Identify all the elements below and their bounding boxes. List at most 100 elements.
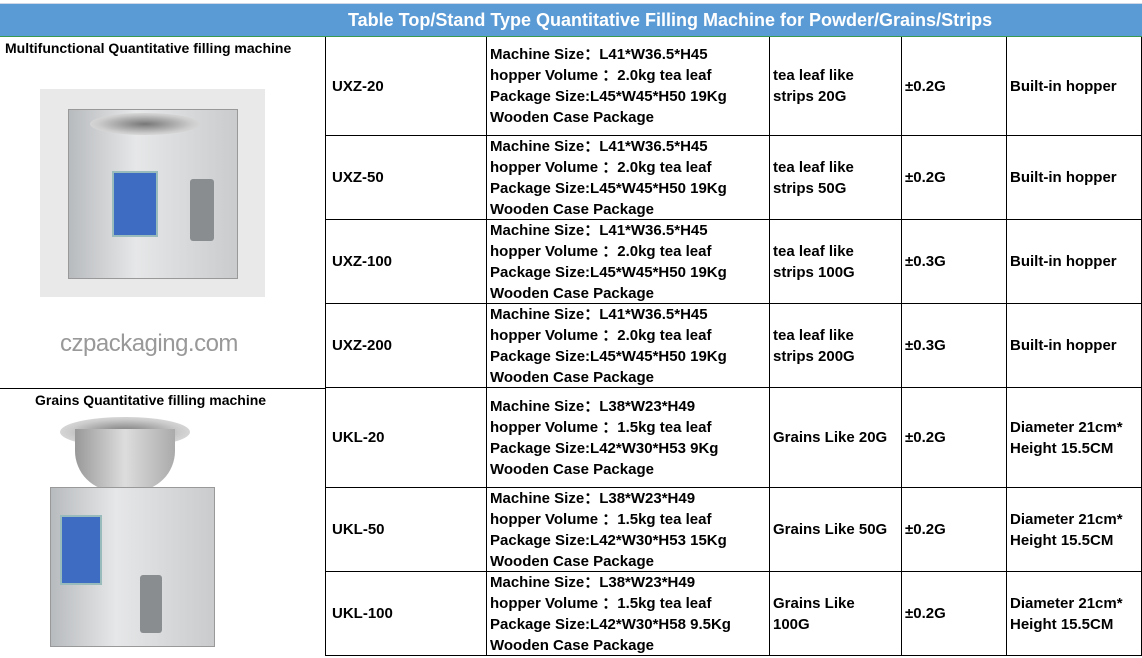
spec-line: hopper Volume ：2.0kg tea leaf: [490, 158, 712, 176]
spec-line: Machine Size：L41*W36.5*H45: [490, 46, 708, 63]
range-cell: tea leaf like strips 50G: [770, 136, 902, 220]
spec-cell: Machine Size：L38*W23*H49 hopper Volume ：1…: [487, 488, 770, 572]
spec-line: Package Size:L45*W45*H50 19Kg: [490, 347, 727, 365]
hopper-cell: Built-in hopper: [1007, 136, 1142, 220]
hopper-line: Diameter 21cm*: [1010, 418, 1123, 436]
spec-line: Machine Size：L38*W23*H49: [490, 489, 696, 507]
spec-cell: Machine Size：L41*W36.5*H45 hopper Volume …: [487, 220, 770, 304]
hopper-cell: Built-in hopper: [1007, 220, 1142, 304]
hopper-cell: Diameter 21cm* Height 15.5CM: [1007, 572, 1142, 656]
spec-line: hopper Volume ：2.0kg tea leaf: [490, 326, 712, 344]
spec-line: Package Size:L42*W30*H58 9.5Kg: [490, 615, 731, 633]
range-line: Grains Like 20G: [773, 429, 888, 446]
range-line: tea leaf like: [773, 158, 854, 176]
model-cell: UXZ-100: [325, 220, 487, 304]
accuracy-cell: ±0.2G: [902, 572, 1007, 656]
spec-line: hopper Volume ：1.5kg tea leaf: [490, 594, 712, 612]
model-text: UXZ-20: [332, 77, 384, 95]
hopper-line: Diameter 21cm*: [1010, 510, 1123, 528]
spec-cell: Machine Size：L38*W23*H49 hopper Volume ：1…: [487, 388, 770, 488]
hopper-line: Height 15.5CM: [1010, 615, 1114, 633]
spec-line: Wooden Case Package: [490, 636, 654, 654]
range-cell: tea leaf like strips 200G: [770, 304, 902, 388]
model-text: UXZ-50: [332, 169, 384, 186]
hopper-line: Height 15.5CM: [1010, 439, 1114, 457]
model-cell: UXZ-200: [325, 304, 487, 388]
model-text: UXZ-100: [332, 253, 393, 270]
spec-line: Package Size:L42*W30*H53 9Kg: [490, 439, 719, 457]
grains-machine-image: [40, 415, 220, 651]
spec-line: hopper Volume ：1.5kg tea leaf: [490, 510, 712, 528]
accuracy-cell: ±0.3G: [902, 220, 1007, 304]
range-line: tea leaf like: [773, 67, 854, 84]
model-cell: UXZ-20: [325, 37, 487, 136]
accuracy-text: ±0.3G: [905, 253, 946, 270]
spec-line: hopper Volume ：2.0kg tea leaf: [490, 67, 712, 84]
group-divider: [0, 388, 325, 389]
range-line: Grains Like: [773, 594, 855, 612]
model-cell: UKL-50: [325, 488, 487, 572]
accuracy-cell: ±0.2G: [902, 388, 1007, 488]
spec-line: Wooden Case Package: [490, 109, 654, 126]
hopper-line: Built-in hopper: [1010, 253, 1117, 270]
spec-line: Package Size:L42*W30*H53 15Kg: [490, 531, 727, 549]
range-line: tea leaf like: [773, 242, 854, 260]
model-text: UKL-20: [332, 429, 385, 446]
spec-line: Machine Size：L41*W36.5*H45: [490, 221, 708, 239]
model-cell: UXZ-50: [325, 136, 487, 220]
group-label: Grains Quantitative filling machine: [35, 392, 267, 408]
range-line: strips 100G: [773, 263, 855, 281]
spec-line: Wooden Case Package: [490, 200, 654, 218]
accuracy-cell: ±0.2G: [902, 136, 1007, 220]
table-title-row: Table Top/Stand Type Quantitative Fillin…: [0, 4, 1142, 37]
spec-line: Package Size:L45*W45*H50 19Kg: [490, 179, 727, 197]
accuracy-text: ±0.2G: [905, 77, 946, 95]
spec-line: Package Size:L45*W45*H50 19Kg: [490, 263, 727, 281]
spec-line: Package Size:L45*W45*H50 19Kg: [490, 88, 727, 105]
range-cell: Grains Like 50G: [770, 488, 902, 572]
accuracy-text: ±0.2G: [905, 521, 946, 538]
hopper-line: Diameter 21cm*: [1010, 594, 1123, 612]
model-text: UKL-100: [332, 605, 393, 622]
hopper-line: Built-in hopper: [1010, 77, 1117, 95]
range-line: strips 200G: [773, 347, 855, 365]
hopper-cell: Diameter 21cm* Height 15.5CM: [1007, 388, 1142, 488]
range-line: strips 20G: [773, 88, 847, 105]
range-cell: tea leaf like strips 20G: [770, 37, 902, 136]
hopper-cell: Built-in hopper: [1007, 304, 1142, 388]
accuracy-cell: ±0.2G: [902, 488, 1007, 572]
accuracy-cell: ±0.3G: [902, 304, 1007, 388]
group-label: Multifunctional Quantitative filling mac…: [5, 40, 292, 56]
spec-line: Wooden Case Package: [490, 460, 654, 478]
model-text: UKL-50: [332, 521, 385, 538]
spec-cell: Machine Size：L41*W36.5*H45 hopper Volume …: [487, 37, 770, 136]
hopper-line: Built-in hopper: [1010, 169, 1117, 186]
range-cell: tea leaf like strips 100G: [770, 220, 902, 304]
range-line: tea leaf like: [773, 326, 854, 344]
spec-line: Wooden Case Package: [490, 284, 654, 302]
spec-line: Machine Size：L38*W23*H49: [490, 397, 696, 415]
watermark: czpackaging.com: [60, 330, 238, 357]
range-cell: Grains Like 100G: [770, 572, 902, 656]
model-cell: UKL-100: [325, 572, 487, 656]
spec-line: Machine Size：L41*W36.5*H45: [490, 305, 708, 323]
spec-cell: Machine Size：L41*W36.5*H45 hopper Volume …: [487, 304, 770, 388]
spec-cell: Machine Size：L41*W36.5*H45 hopper Volume …: [487, 136, 770, 220]
accuracy-text: ±0.3G: [905, 337, 946, 354]
hopper-cell: Built-in hopper: [1007, 37, 1142, 136]
accuracy-text: ±0.2G: [905, 169, 946, 186]
table-title: Table Top/Stand Type Quantitative Fillin…: [348, 10, 993, 30]
multifunctional-machine-image: [40, 89, 265, 297]
spec-line: Wooden Case Package: [490, 368, 654, 386]
model-text: UXZ-200: [332, 337, 393, 354]
hopper-line: Height 15.5CM: [1010, 531, 1114, 549]
accuracy-text: ±0.2G: [905, 429, 946, 446]
accuracy-text: ±0.2G: [905, 605, 946, 622]
hopper-line: Built-in hopper: [1010, 337, 1117, 354]
range-line: 100G: [773, 615, 810, 633]
spec-line: Machine Size：L38*W23*H49: [490, 573, 696, 591]
hopper-cell: Diameter 21cm* Height 15.5CM: [1007, 488, 1142, 572]
spec-line: hopper Volume ：2.0kg tea leaf: [490, 242, 712, 260]
sheet-top-strip: [0, 0, 1142, 4]
range-line: strips 50G: [773, 179, 847, 197]
